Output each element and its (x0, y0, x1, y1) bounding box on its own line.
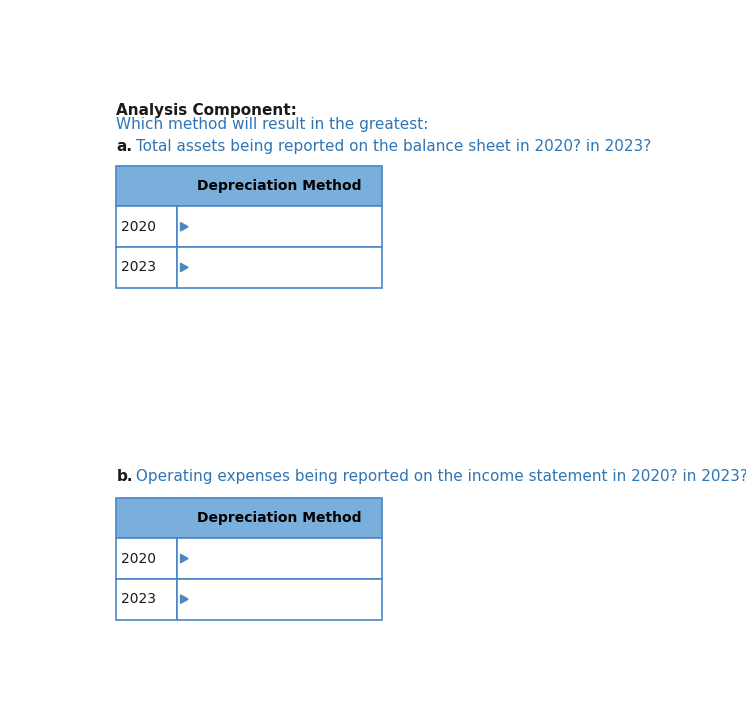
Polygon shape (181, 263, 188, 272)
Bar (116, 206, 177, 247)
Text: Total assets being reported on the balance sheet in 2020? in 2023?: Total assets being reported on the balan… (131, 139, 651, 153)
Text: a.: a. (116, 139, 132, 153)
Text: 2023: 2023 (121, 592, 156, 606)
Text: Operating expenses being reported on the income statement in 2020? in 2023?: Operating expenses being reported on the… (131, 470, 746, 484)
Polygon shape (181, 595, 188, 603)
Text: 2023: 2023 (121, 260, 156, 275)
Text: Depreciation Method: Depreciation Method (198, 179, 362, 193)
Bar (177, 579, 382, 620)
Bar (177, 247, 382, 288)
Text: Analysis Component:: Analysis Component: (116, 103, 297, 118)
Bar (116, 498, 383, 538)
Bar (116, 538, 177, 579)
Polygon shape (181, 554, 188, 562)
Text: 2020: 2020 (121, 551, 156, 565)
Bar (177, 206, 382, 247)
Bar (116, 247, 177, 288)
Bar (116, 579, 177, 620)
Text: Which method will result in the greatest:: Which method will result in the greatest… (116, 117, 429, 132)
Text: 2020: 2020 (121, 220, 156, 234)
Polygon shape (181, 222, 188, 231)
Text: b.: b. (116, 470, 133, 484)
Text: Depreciation Method: Depreciation Method (198, 511, 362, 525)
Bar (177, 538, 382, 579)
Bar (116, 166, 383, 206)
